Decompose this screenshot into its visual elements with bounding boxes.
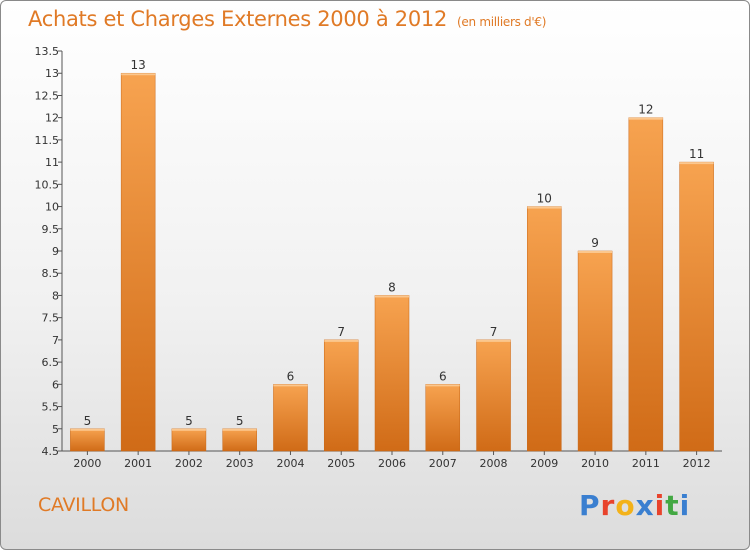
- proxiti-logo: Proxiti: [579, 489, 690, 522]
- chart-unit: (en milliers d'€): [457, 15, 547, 29]
- x-tick-label: 2010: [581, 457, 609, 470]
- bar-2002: [171, 428, 207, 452]
- y-tick-label: 11: [45, 156, 59, 169]
- y-tick-label: 9: [52, 245, 59, 258]
- x-tick-label: 2006: [378, 457, 406, 470]
- bar-highlight: [171, 428, 206, 431]
- y-tick-label: 5.5: [42, 401, 60, 414]
- y-tick-label: 8: [52, 289, 59, 302]
- x-tick-label: 2007: [429, 457, 457, 470]
- bar-highlight: [476, 339, 511, 342]
- y-tick-label: 6: [52, 378, 59, 391]
- y-tick-label: 13: [45, 67, 59, 80]
- x-tick-label: 2001: [124, 457, 152, 470]
- y-tick-label: 11.5: [35, 134, 60, 147]
- bar-2003: [222, 428, 257, 452]
- bar-highlight: [628, 117, 663, 120]
- data-label: 7: [490, 325, 498, 339]
- bar-2007: [425, 384, 461, 452]
- x-tick-label: 2011: [632, 457, 660, 470]
- data-label: 5: [84, 414, 92, 428]
- bar-2005: [323, 339, 359, 452]
- bar-2012: [679, 161, 714, 452]
- x-tick-label: 2009: [530, 457, 558, 470]
- x-tick-label: 2000: [73, 457, 101, 470]
- x-tick-label: 2003: [226, 457, 254, 470]
- bar-highlight: [273, 384, 308, 387]
- logo-letter: x: [635, 489, 655, 522]
- logo-letter: i: [654, 489, 666, 522]
- bar-highlight: [121, 73, 156, 76]
- data-label: 9: [591, 236, 599, 250]
- data-label: 13: [131, 58, 146, 72]
- logo-letter: P: [579, 489, 601, 522]
- y-tick-label: 7.5: [42, 312, 60, 325]
- y-tick-label: 5: [52, 423, 59, 436]
- x-tick-label: 2002: [175, 457, 203, 470]
- data-label: 5: [185, 414, 193, 428]
- bar-highlight: [679, 162, 714, 165]
- bar-highlight: [375, 295, 409, 298]
- x-tick-label: 2012: [683, 457, 711, 470]
- data-label: 6: [439, 369, 447, 383]
- logo-letter: t: [665, 489, 680, 522]
- logo-letter: i: [679, 489, 691, 522]
- bar-2011: [628, 117, 664, 452]
- commune-name: CAVILLON: [38, 494, 129, 516]
- logo-letter: r: [600, 489, 616, 522]
- bar-highlight: [222, 428, 257, 431]
- data-label: 7: [337, 325, 345, 339]
- data-label: 10: [537, 192, 552, 206]
- y-tick-label: 9.5: [42, 223, 60, 236]
- chart-title: Achats et Charges Externes 2000 à 2012 (e…: [28, 7, 546, 31]
- y-tick-label: 10: [45, 201, 59, 214]
- x-tick-label: 2004: [276, 457, 304, 470]
- bar-highlight: [578, 251, 613, 253]
- data-label: 11: [689, 147, 704, 161]
- bar-2006: [374, 295, 410, 452]
- bar-highlight: [425, 384, 460, 387]
- bar-highlight: [70, 428, 105, 431]
- x-tick-label: 2008: [480, 457, 508, 470]
- y-tick-label: 7: [52, 334, 59, 347]
- y-tick-label: 12.5: [35, 89, 60, 102]
- bar-2009: [527, 206, 562, 452]
- bar-2001: [120, 72, 156, 452]
- chart-title-text: Achats et Charges Externes 2000 à 2012: [28, 7, 448, 31]
- y-tick-label: 8.5: [42, 267, 60, 280]
- data-label: 8: [388, 280, 396, 294]
- bar-2004: [273, 384, 308, 452]
- logo-letter: o: [615, 489, 636, 522]
- bar-highlight: [527, 206, 562, 209]
- bar-2000: [70, 428, 105, 452]
- data-label: 5: [236, 414, 244, 428]
- x-tick-label: 2005: [327, 457, 355, 470]
- y-tick-label: 12: [45, 112, 59, 125]
- data-label: 12: [638, 103, 653, 117]
- y-tick-label: 4.5: [42, 445, 60, 458]
- y-tick-label: 13.5: [35, 45, 60, 58]
- y-tick-label: 10.5: [35, 178, 60, 191]
- data-label: 6: [287, 369, 295, 383]
- bar-highlight: [324, 339, 359, 342]
- bar-2010: [577, 250, 613, 452]
- y-tick-label: 6.5: [42, 356, 60, 369]
- bar-2008: [476, 339, 511, 452]
